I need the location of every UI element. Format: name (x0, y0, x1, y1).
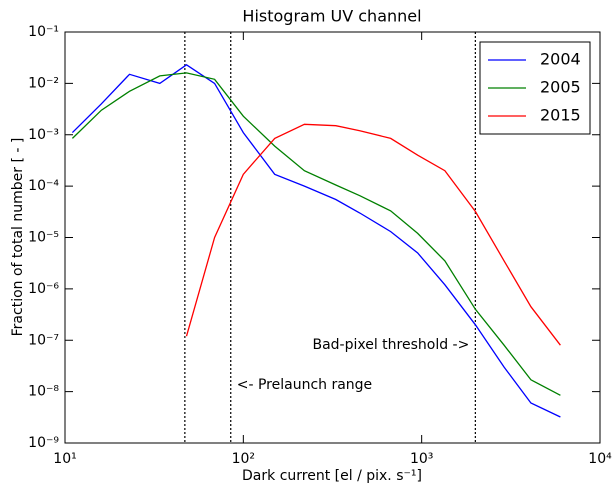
x-tick-label: 10² (232, 451, 255, 467)
x-tick-label: 10¹ (53, 451, 76, 467)
y-tick-label: 10⁻¹ (28, 24, 59, 40)
x-tick-label: 10³ (410, 451, 433, 467)
series-line (71, 64, 561, 418)
plot-frame (64, 31, 601, 444)
y-tick-label: 10⁻³ (28, 127, 59, 143)
annotation: <- Prelaunch range (237, 377, 372, 393)
x-tick-label: 10⁴ (588, 451, 612, 467)
y-tick-label: 10⁻⁷ (28, 332, 59, 348)
x-axis-label: Dark current [el / pix. s⁻¹] (242, 468, 422, 484)
chart-title: Histogram UV channel (242, 7, 421, 26)
annotation: Bad-pixel threshold -> (312, 337, 469, 353)
y-tick-label: 10⁻² (28, 75, 59, 91)
series-line (71, 72, 561, 396)
y-tick-label: 10⁻⁴ (28, 178, 59, 194)
series-line (185, 123, 561, 346)
y-tick-label: 10⁻⁶ (28, 281, 59, 297)
y-tick-label: 10⁻⁹ (28, 435, 59, 451)
y-tick-label: 10⁻⁵ (28, 230, 59, 246)
y-axis-label: Fraction of total number [ - ] (10, 138, 26, 337)
legend-label: 2015 (540, 106, 581, 125)
legend-label: 2004 (540, 50, 581, 69)
y-tick-label: 10⁻⁸ (28, 384, 59, 400)
legend-label: 2005 (540, 78, 581, 97)
